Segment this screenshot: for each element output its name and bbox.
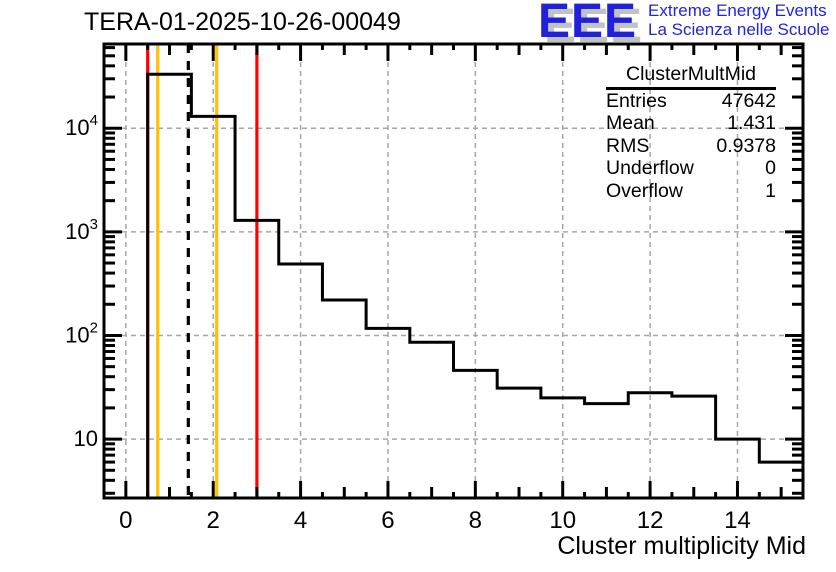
histogram-line	[146, 72, 803, 498]
plot-title: TERA-01-2025-10-26-00049	[84, 8, 401, 36]
stat-value: 1.431	[727, 112, 776, 135]
x-tick-label: 12	[637, 507, 664, 534]
histogram-series	[146, 72, 803, 498]
stat-value: 0	[765, 157, 776, 180]
x-tick-label: 4	[294, 507, 307, 534]
eee-logo-line1: Extreme Energy Events	[648, 1, 827, 20]
eee-logo-letters: EEE	[538, 0, 638, 48]
marker-lines	[146, 44, 259, 498]
stat-row: Entries 47642	[606, 90, 776, 112]
stat-value: 1	[765, 179, 776, 202]
gridlines	[104, 44, 803, 498]
stats-box: ClusterMultMid Entries 47642 Mean 1.431 RMS 0…	[606, 62, 776, 202]
x-tick-label: 8	[469, 507, 482, 534]
x-tick-label: 10	[549, 507, 576, 534]
x-axis-title: Cluster multiplicity Mid	[557, 532, 806, 560]
stat-row: RMS 0.9378	[606, 135, 776, 157]
y-tick-label: 103	[65, 216, 98, 244]
x-tick-label: 2	[207, 507, 220, 534]
eee-logo: EEE Extreme Energy Events La Scienza nel…	[538, 0, 830, 48]
y-tick-label: 102	[65, 319, 98, 347]
x-tick-label: 6	[381, 507, 394, 534]
stat-label: RMS	[606, 134, 650, 157]
stats-rows: Entries 47642 Mean 1.431 RMS 0.9378 Underflow 0…	[606, 90, 776, 202]
stat-row: Mean 1.431	[606, 112, 776, 134]
stat-row: Overflow 1	[606, 180, 776, 202]
stat-value: 0.9378	[716, 134, 776, 157]
x-tick-label: 0	[119, 507, 132, 534]
stat-row: Underflow 0	[606, 157, 776, 179]
y-axis: 10 102 103 104	[65, 46, 803, 495]
stat-label: Mean	[606, 112, 655, 135]
stat-value: 47642	[721, 90, 776, 112]
y-tick-label: 104	[65, 112, 98, 140]
x-tick-label: 14	[724, 507, 751, 534]
stat-label: Overflow	[606, 179, 683, 202]
x-axis: 0 2 4 6 8 10 12 14	[119, 44, 783, 534]
eee-logo-line2: La Scienza nelle Scuole	[648, 19, 830, 39]
eee-logo-text: Extreme Energy Events La Scienza nelle S…	[648, 1, 830, 39]
y-tick-label: 10	[74, 426, 98, 451]
stats-title: ClusterMultMid	[606, 62, 776, 90]
stat-label: Entries	[606, 90, 667, 112]
stat-label: Underflow	[606, 157, 694, 180]
